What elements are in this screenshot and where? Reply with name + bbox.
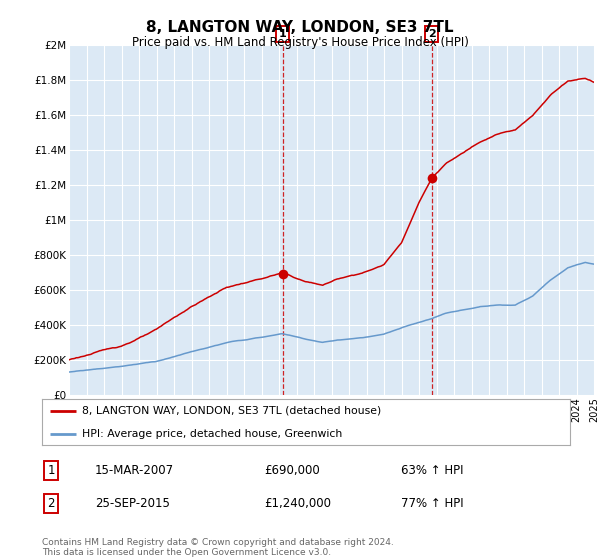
Text: 15-MAR-2007: 15-MAR-2007 (95, 464, 174, 477)
Text: 2: 2 (428, 29, 436, 39)
Text: 1: 1 (47, 464, 55, 477)
Text: Price paid vs. HM Land Registry's House Price Index (HPI): Price paid vs. HM Land Registry's House … (131, 36, 469, 49)
Text: 1: 1 (278, 29, 286, 39)
Text: 2: 2 (47, 497, 55, 510)
Text: 77% ↑ HPI: 77% ↑ HPI (401, 497, 464, 510)
Text: £690,000: £690,000 (264, 464, 320, 477)
Text: £1,240,000: £1,240,000 (264, 497, 331, 510)
Text: Contains HM Land Registry data © Crown copyright and database right 2024.
This d: Contains HM Land Registry data © Crown c… (42, 538, 394, 557)
Text: 63% ↑ HPI: 63% ↑ HPI (401, 464, 464, 477)
Text: 25-SEP-2015: 25-SEP-2015 (95, 497, 170, 510)
Text: 8, LANGTON WAY, LONDON, SE3 7TL: 8, LANGTON WAY, LONDON, SE3 7TL (146, 20, 454, 35)
Text: HPI: Average price, detached house, Greenwich: HPI: Average price, detached house, Gree… (82, 429, 342, 438)
Text: 8, LANGTON WAY, LONDON, SE3 7TL (detached house): 8, LANGTON WAY, LONDON, SE3 7TL (detache… (82, 406, 381, 416)
